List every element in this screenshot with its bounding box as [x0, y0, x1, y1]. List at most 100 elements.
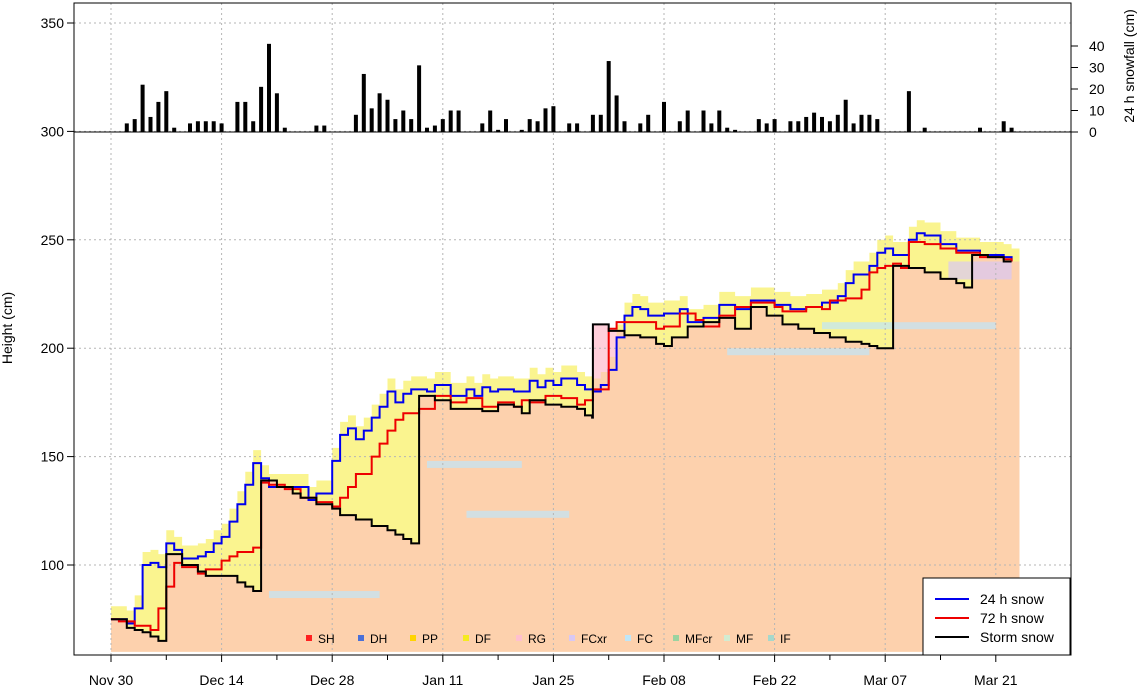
snowfall-bar	[432, 125, 437, 132]
grain-legend-label: MFcr	[685, 632, 712, 646]
snowfall-bar	[211, 121, 216, 132]
y-axis-label: Height (cm)	[0, 292, 15, 364]
snowfall-bar	[274, 93, 279, 132]
snowfall-bar	[393, 119, 398, 132]
y2-tick-label: 40	[1089, 38, 1105, 54]
snowfall-bar	[820, 116, 824, 132]
line-legend: 24 h snow 72 h snow Storm snow	[922, 577, 1071, 656]
snowfall-bar	[709, 123, 714, 132]
snowfall-bar	[575, 123, 580, 132]
grain-legend-label: MF	[736, 632, 753, 646]
snowfall-bar	[677, 121, 682, 132]
snowfall-bar	[812, 112, 817, 132]
snowfall-bar	[906, 91, 911, 132]
snowfall-bar	[519, 129, 524, 132]
grain-layer-fills	[111, 220, 1020, 652]
snowfall-bar	[203, 121, 208, 132]
grain-legend-label: RG	[528, 632, 546, 646]
grain-legend-label: FCxr	[581, 632, 607, 646]
snowfall-bar	[480, 123, 485, 132]
snowfall-bar	[685, 110, 690, 132]
x-tick-label: Mar 07	[863, 672, 907, 688]
snowfall-bar	[772, 119, 777, 132]
y2-tick-label: 30	[1089, 60, 1105, 76]
snowfall-bar	[543, 108, 548, 132]
snowfall-bar	[417, 65, 422, 132]
snowfall-bar	[764, 123, 769, 132]
series-line-72-h-snow	[111, 240, 1013, 632]
grain-fill-fc	[822, 322, 996, 330]
snowfall-bar	[875, 119, 880, 132]
grain-legend-label: SH	[318, 632, 335, 646]
grain-legend-swatch	[463, 635, 469, 641]
legend-label: 72 h snow	[980, 610, 1045, 626]
snowfall-bar	[662, 101, 666, 132]
grain-legend-label: DH	[370, 632, 387, 646]
y2-tick-label: 0	[1089, 124, 1097, 140]
x-tick-label: Feb 22	[753, 672, 797, 688]
grain-legend-swatch	[768, 635, 774, 641]
snowfall-bar	[859, 114, 864, 132]
snowfall-bar	[377, 93, 382, 132]
snowfall-bar	[267, 43, 271, 132]
snowfall-bar	[251, 121, 256, 132]
y-tick-label: 200	[41, 340, 65, 356]
grain-fill-fcxr	[948, 261, 1012, 280]
snowfall-bar	[843, 99, 848, 132]
grain-legend-swatch	[625, 635, 631, 641]
x-tick-label: Dec 28	[310, 672, 355, 688]
grain-fill-fc	[269, 591, 380, 599]
snowfall-bar	[156, 101, 161, 132]
x-tick-label: Dec 14	[199, 672, 244, 688]
grid-lines	[74, 3, 1071, 655]
series-line-storm-snow	[111, 253, 1012, 642]
snowfall-bar	[124, 123, 129, 132]
grain-fill-fc	[427, 460, 522, 468]
snowfall-bar	[701, 110, 706, 132]
legend-label: Storm snow	[980, 629, 1055, 645]
snowfall-bar	[148, 116, 153, 132]
snowfall-bar	[535, 121, 540, 132]
snow-height-lines	[111, 232, 1013, 642]
snowfall-bar	[385, 99, 390, 132]
y2-tick-label: 10	[1089, 103, 1105, 119]
snowfall-bar	[622, 121, 627, 132]
snowfall-bar	[804, 116, 809, 132]
grain-type-legend: SH DH PP DF RG FCxr FC MFcr MF IF	[306, 632, 791, 646]
snowfall-bar	[219, 123, 224, 132]
snowfall-bar	[551, 106, 556, 132]
snowfall-bar	[235, 101, 240, 132]
snowfall-bar	[314, 125, 319, 132]
snowfall-bar	[646, 114, 651, 132]
x-tick-label: Jan 25	[532, 672, 574, 688]
plot-frame	[73, 2, 1072, 656]
series-line-24-h-snow	[111, 232, 1013, 625]
snowfall-bar	[282, 127, 287, 132]
snowfall-bar	[756, 119, 761, 132]
snowfall-bar	[353, 114, 358, 132]
snowfall-bar	[796, 121, 801, 132]
snowfall-bar	[1001, 121, 1006, 132]
snowfall-bar	[440, 119, 445, 132]
y-axis: 100 150 200 250 300 350	[41, 15, 74, 573]
snowfall-bar	[425, 127, 429, 132]
snowfall-bar	[590, 114, 595, 132]
snowfall-bar	[188, 123, 192, 132]
snowfall-bar	[867, 114, 872, 132]
snowfall-bar	[567, 123, 572, 132]
snowfall-bar	[851, 123, 856, 132]
snowfall-bar	[496, 129, 501, 132]
snowfall-bar	[488, 110, 493, 132]
grain-legend-swatch	[358, 635, 364, 641]
snowfall-bar	[614, 95, 619, 132]
snowfall-bar	[1009, 127, 1014, 132]
snowfall-bar	[827, 121, 832, 132]
snowfall-bar	[448, 110, 453, 132]
grain-legend-swatch	[673, 635, 679, 641]
legend-box	[922, 577, 1071, 656]
grain-legend-swatch	[724, 635, 730, 641]
legend-label: 24 h snow	[980, 591, 1045, 607]
snowfall-bars	[124, 43, 1014, 132]
snowfall-bar	[725, 127, 730, 132]
